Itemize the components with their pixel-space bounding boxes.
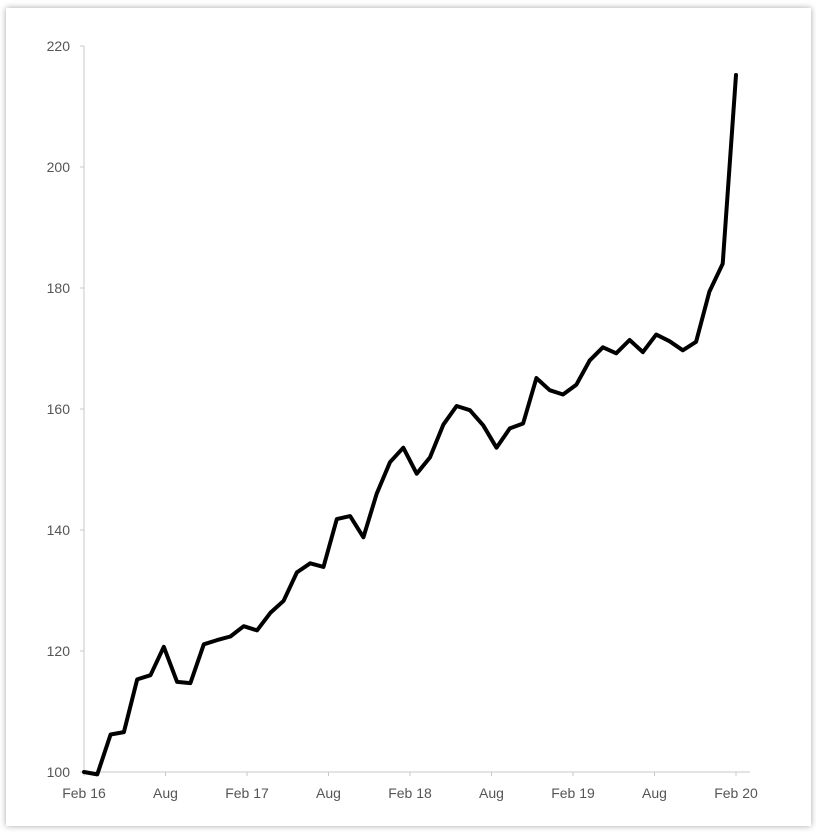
x-tick-label: Feb 19	[551, 785, 595, 801]
axes	[83, 46, 750, 773]
x-tick-label: Feb 17	[225, 785, 269, 801]
y-tick-label: 140	[47, 522, 71, 538]
series-line	[82, 73, 738, 777]
y-tick-label: 120	[47, 643, 71, 659]
x-tick-label: Aug	[479, 785, 504, 801]
chart-frame	[6, 8, 811, 826]
y-tick-label: 160	[47, 401, 71, 417]
y-tick-label: 200	[47, 159, 71, 175]
y-tick-label: 180	[47, 280, 71, 296]
x-tick-label: Aug	[642, 785, 667, 801]
x-tick-label: Feb 16	[62, 785, 106, 801]
y-tick-group: 100 120 140 160 180 200 220	[47, 38, 84, 780]
x-tick-group: Feb 16 Aug Feb 17 Aug Feb 18 Aug Feb 19 Aug Feb …	[62, 772, 758, 801]
x-tick-label: Aug	[153, 785, 178, 801]
y-tick-label: 220	[47, 38, 71, 54]
x-tick-label: Aug	[316, 785, 341, 801]
x-tick-label: Feb 20	[714, 785, 758, 801]
y-tick-label: 100	[47, 764, 71, 780]
x-tick-label: Feb 18	[388, 785, 432, 801]
